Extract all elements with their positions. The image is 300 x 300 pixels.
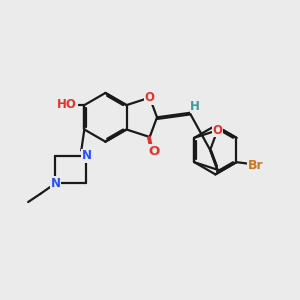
Text: N: N [50,177,61,190]
Text: O: O [148,145,159,158]
Text: H: H [190,100,200,113]
Text: O: O [145,91,155,104]
Text: O: O [212,124,223,137]
Text: N: N [81,149,92,162]
Text: HO: HO [57,98,77,111]
Text: Br: Br [248,159,264,172]
